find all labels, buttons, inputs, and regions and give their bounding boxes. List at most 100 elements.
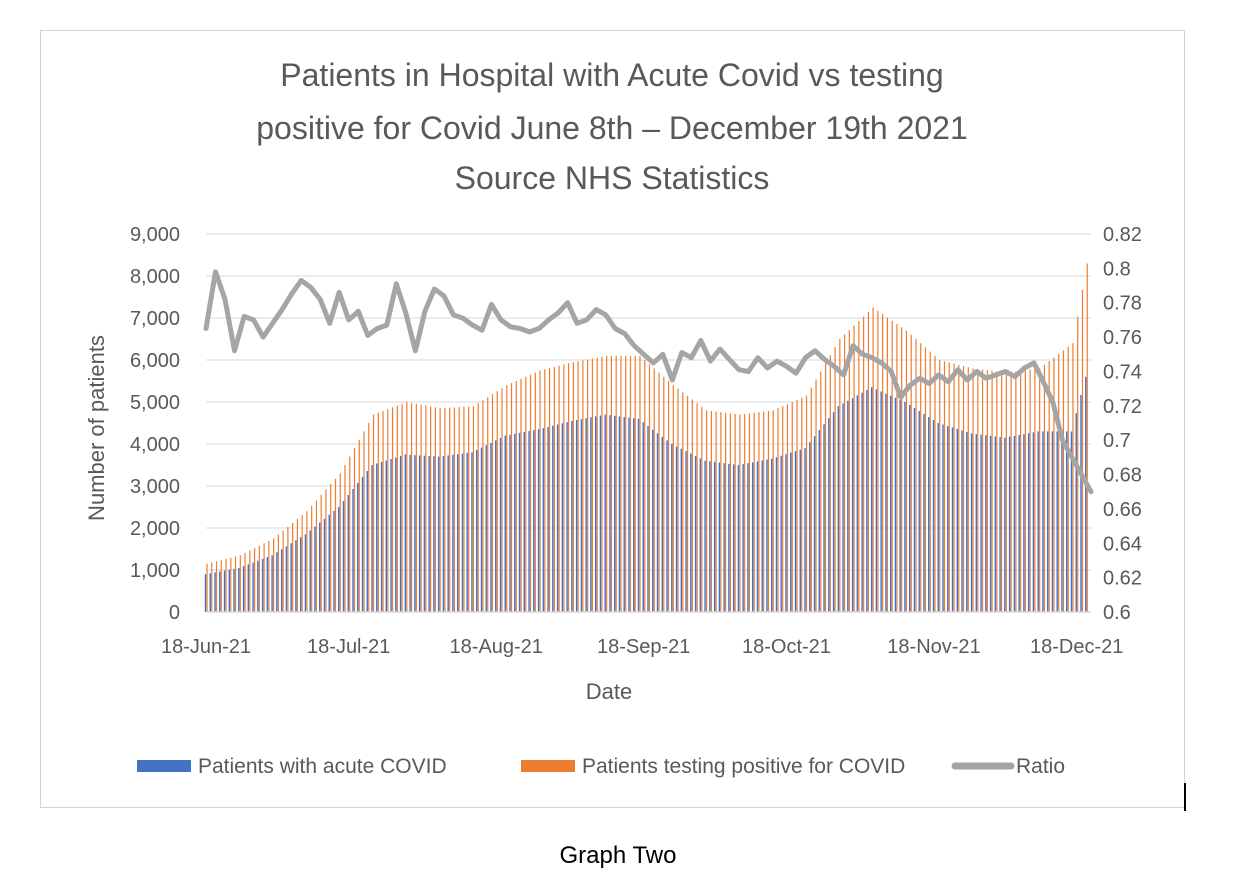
positive-bar [753, 412, 755, 612]
positive-bar [553, 366, 555, 612]
acute-bar [371, 465, 373, 612]
acute-bar [437, 456, 440, 612]
acute-bar [961, 430, 963, 612]
positive-bar [292, 522, 294, 612]
positive-bar [325, 489, 327, 612]
positive-bar [863, 316, 865, 612]
x-tick-label: 18-Oct-21 [742, 636, 831, 658]
acute-bar [1070, 431, 1073, 612]
acute-bar [913, 408, 916, 612]
acute-bar [685, 451, 687, 612]
positive-bar [763, 411, 765, 612]
acute-bar [1004, 437, 1006, 612]
acute-bar [694, 456, 697, 612]
positive-bar [401, 403, 403, 612]
positive-bar [796, 399, 798, 612]
positive-bar [520, 378, 522, 612]
acute-bar [328, 514, 330, 612]
acute-bar [1085, 376, 1087, 612]
acute-bar [523, 432, 525, 612]
acute-bar [942, 424, 944, 612]
acute-bar [604, 414, 606, 612]
positive-bar [867, 312, 869, 612]
positive-bar [363, 431, 365, 612]
positive-bar [349, 456, 351, 612]
chart-title-line-3: Source NHS Statistics [455, 160, 770, 196]
acute-bar [423, 455, 426, 612]
positive-bar [353, 448, 356, 612]
positive-bar [487, 397, 489, 612]
positive-bar [824, 363, 827, 612]
acute-bar [1032, 432, 1035, 612]
acute-bar [828, 418, 830, 612]
positive-bar [672, 385, 674, 612]
acute-bar [495, 440, 497, 612]
legend-label-acute: Patients with acute COVID [198, 755, 447, 778]
positive-bar [786, 404, 789, 612]
positive-bar [734, 414, 736, 612]
acute-bar [547, 426, 549, 612]
acute-bar [342, 501, 345, 612]
positive-bar [263, 543, 265, 612]
acute-bar [732, 464, 735, 612]
positive-bar [458, 407, 460, 612]
chart-svg: Patients in Hospital with Acute Covid vs… [84, 57, 1142, 778]
acute-bar [666, 440, 668, 612]
positive-bar [705, 410, 708, 612]
positive-bar [430, 406, 432, 612]
positive-bar [981, 369, 984, 612]
positive-bar [548, 368, 551, 612]
positive-bar [525, 376, 527, 612]
legend-label-positive: Patients testing positive for COVID [582, 755, 905, 778]
acute-bar [499, 438, 502, 612]
acute-bar [794, 451, 797, 612]
acute-bar [1066, 431, 1068, 612]
positive-bar [886, 317, 889, 612]
acute-bar [680, 448, 683, 612]
positive-bar [377, 412, 379, 612]
positive-bar [805, 395, 808, 612]
positive-bar [915, 339, 917, 612]
acute-bar [904, 402, 906, 612]
acute-bar [885, 393, 887, 612]
positive-bar [501, 388, 503, 612]
y2-tick-label: 0.78 [1103, 293, 1142, 315]
acute-bar [918, 411, 920, 612]
positive-bar [387, 409, 389, 612]
positive-bar [986, 370, 988, 612]
acute-bar [404, 454, 407, 612]
acute-bar [442, 456, 445, 612]
acute-bar [1046, 431, 1049, 612]
acute-bar [956, 429, 958, 612]
positive-bar [591, 358, 594, 612]
positive-bar [653, 368, 655, 612]
positive-bar [368, 423, 370, 612]
y2-tick-label: 0.72 [1103, 396, 1142, 418]
positive-bar [239, 555, 241, 612]
acute-bar [461, 453, 464, 612]
positive-bar [991, 370, 993, 612]
acute-bar [966, 432, 968, 612]
acute-bar [485, 445, 487, 612]
positive-bar [1081, 290, 1084, 612]
positive-bar [544, 369, 546, 612]
acute-bar [647, 426, 649, 612]
chart-title-line-1: Patients in Hospital with Acute Covid vs… [280, 57, 943, 93]
acute-bar [1008, 436, 1011, 612]
positive-bar [696, 403, 698, 612]
acute-bar [813, 436, 816, 612]
acute-bar [756, 461, 759, 612]
positive-bar [1086, 263, 1088, 612]
acute-bar [989, 435, 992, 612]
ratio-line-series [203, 269, 1094, 495]
acute-bar [585, 418, 587, 612]
positive-bar [230, 557, 232, 612]
acute-bar [466, 453, 468, 612]
y-tick-label: 6,000 [130, 350, 180, 372]
positive-bar [391, 407, 394, 612]
figure-caption: Graph Two [559, 842, 677, 869]
acute-bar [357, 483, 359, 612]
positive-bar [644, 360, 646, 612]
positive-bar [977, 369, 979, 612]
positive-bar [782, 406, 784, 612]
